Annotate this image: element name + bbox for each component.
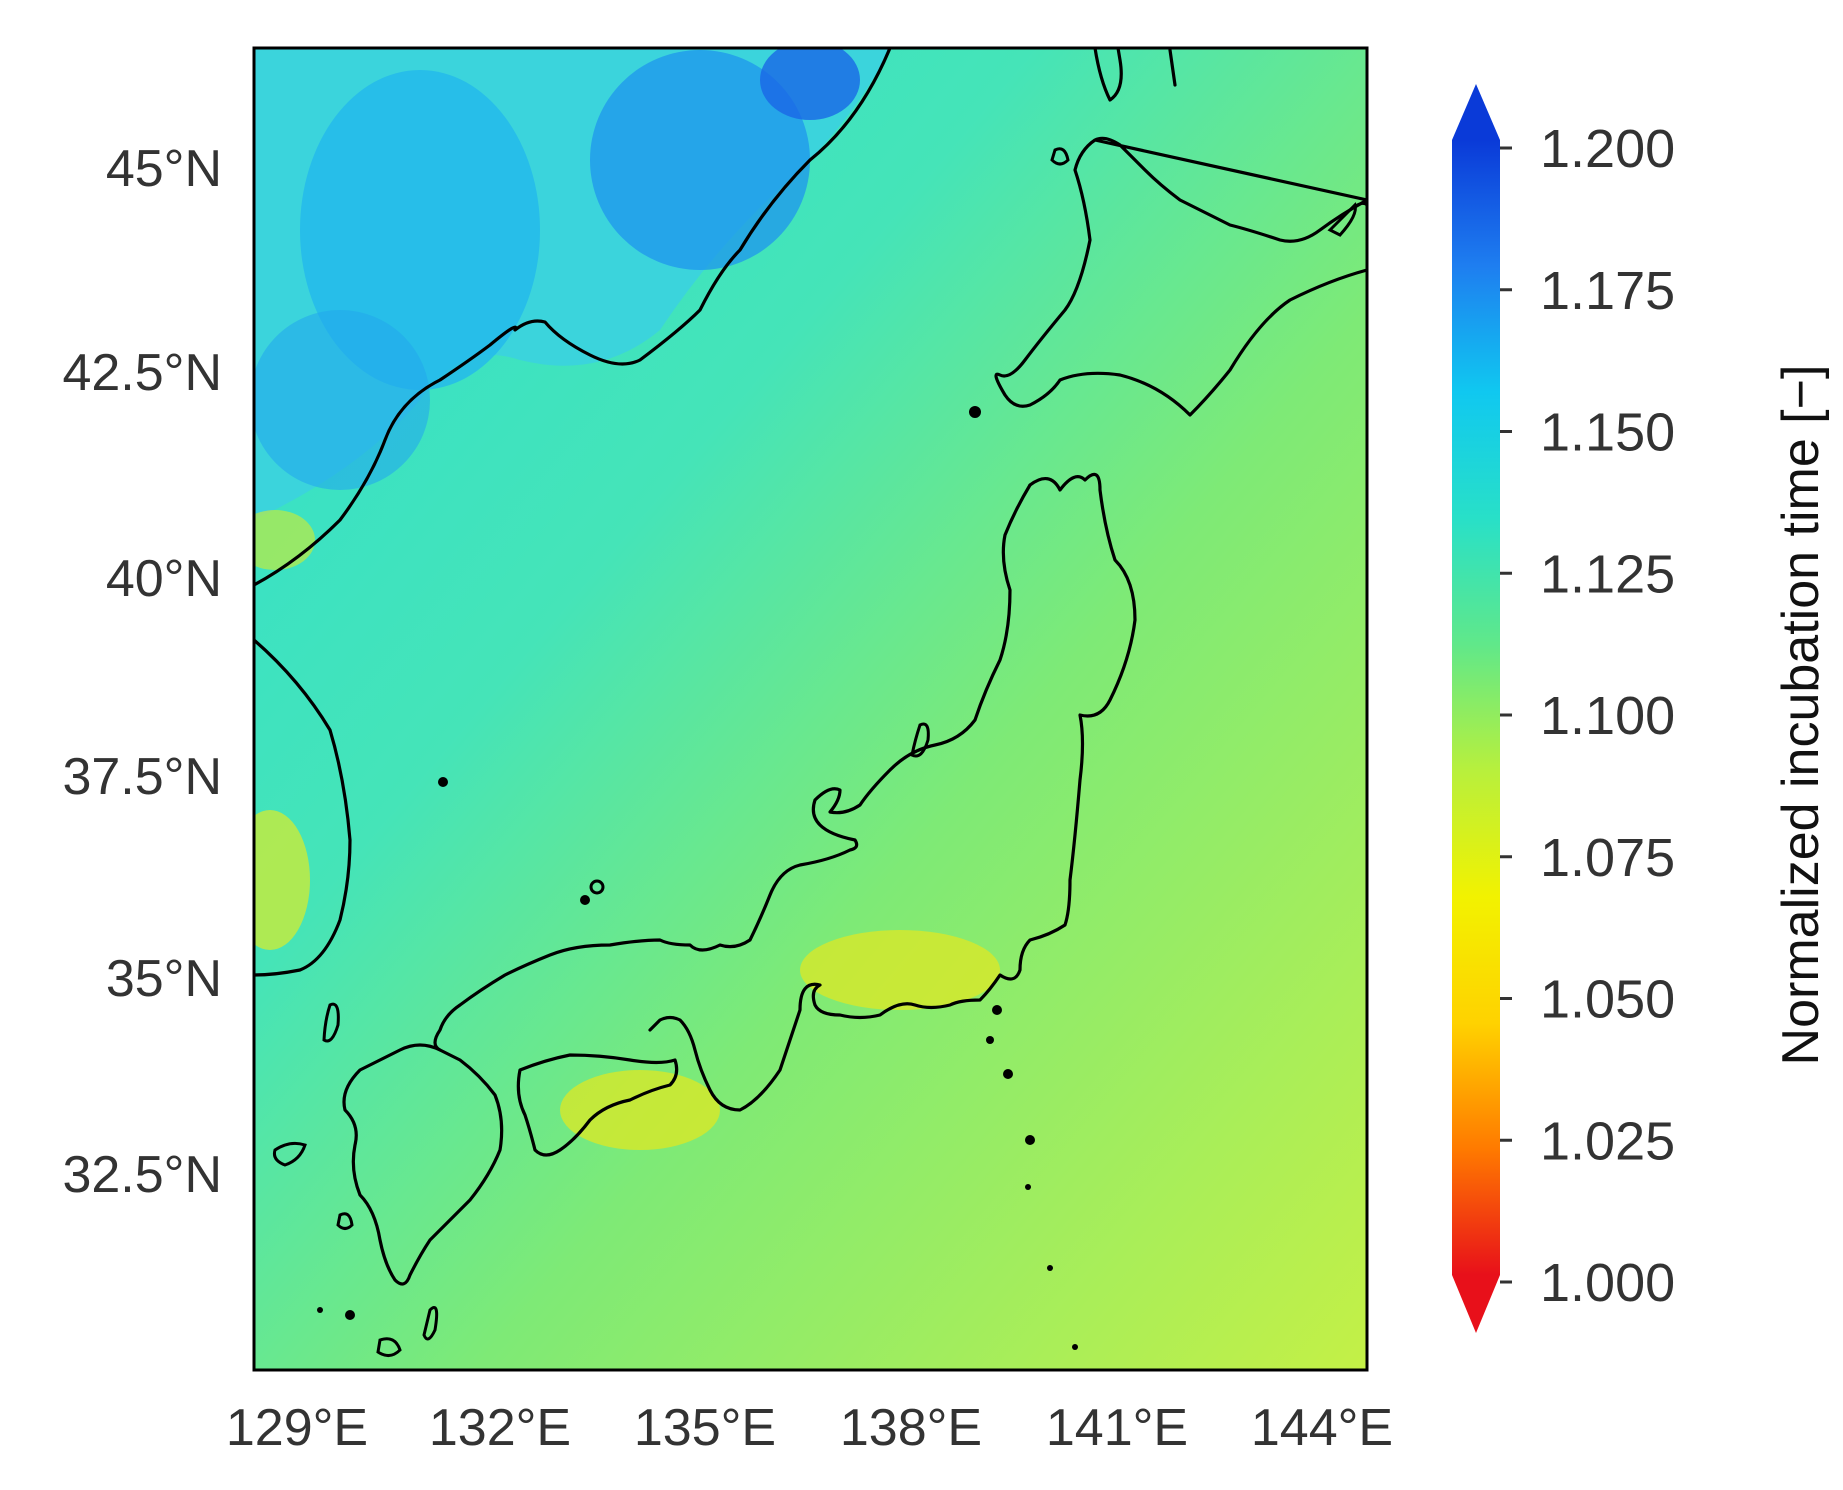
warm-pocket-tokai <box>800 930 1000 1010</box>
island-izu-5 <box>1072 1344 1078 1350</box>
coastline-sakhalin-tip <box>1168 48 1177 87</box>
island-oki <box>589 879 605 895</box>
warm-pocket-liaodong <box>254 510 315 570</box>
island-sado <box>910 722 930 758</box>
warm-pocket-korea <box>254 810 310 950</box>
coastline-shikoku <box>516 1053 679 1157</box>
coastline-mainland <box>254 48 892 587</box>
coastline-hokkaido <box>994 136 1367 417</box>
latitude-tick-label: 37.5°N <box>62 748 222 806</box>
longitude-tick-label: 144°E <box>1251 1399 1393 1457</box>
latitude-axis: 45°N 42.5°N 40°N 37.5°N 35°N 32.5°N <box>62 140 222 1204</box>
island-tanegashima <box>422 1306 439 1341</box>
island-ulleungdo <box>438 777 448 787</box>
coastline-kyushu <box>342 1043 504 1286</box>
island-tsushima <box>322 1002 340 1043</box>
longitude-tick-label: 135°E <box>634 1399 776 1457</box>
colorbar-extend-bottom <box>1452 1275 1500 1333</box>
colorbar-tick-label: 1.100 <box>1540 686 1675 746</box>
coastline-honshu-japan-sea <box>433 483 1032 1052</box>
colorbar-tick-label: 1.200 <box>1540 119 1675 179</box>
island-kyushu-south <box>317 1307 323 1313</box>
island-goto <box>273 1141 307 1167</box>
latitude-tick-label: 32.5°N <box>62 1146 222 1204</box>
longitude-tick-label: 141°E <box>1046 1399 1188 1457</box>
longitude-tick-label: 138°E <box>840 1399 982 1457</box>
latitude-tick-label: 35°N <box>106 950 222 1008</box>
latitude-tick-label: 42.5°N <box>62 344 222 402</box>
warm-pocket-kii <box>560 1070 720 1150</box>
longitude-tick-label: 129°E <box>226 1399 368 1457</box>
island-hachijojima <box>1025 1135 1035 1145</box>
island-izu-2 <box>1003 1069 1013 1079</box>
island-yakushima <box>376 1337 402 1357</box>
colorbar-tick-label: 1.000 <box>1540 1253 1675 1313</box>
island-izu-4 <box>1047 1265 1053 1271</box>
island-rishiri <box>1050 147 1070 166</box>
colorbar-body <box>1452 140 1500 1275</box>
island-oki-small <box>580 895 590 905</box>
colorbar-extend-top <box>1452 84 1500 140</box>
island-kunashiri <box>1327 202 1357 237</box>
island-okushiri <box>969 406 981 418</box>
map-frame <box>252 46 1369 1372</box>
island-izu-oshima <box>992 1005 1002 1015</box>
longitude-axis: 129°E 132°E 135°E 138°E 141°E 144°E <box>226 1399 1393 1457</box>
latitude-tick-label: 45°N <box>106 140 222 198</box>
cold-core-4 <box>760 48 860 120</box>
latitude-tick-label: 40°N <box>106 550 222 608</box>
cold-core-1 <box>300 70 540 390</box>
island-kyushu-south-2 <box>345 1310 355 1320</box>
cold-core-2 <box>590 50 810 270</box>
colorbar-title: Normalized incubation time [−] <box>1772 365 1830 1066</box>
island-izu-1 <box>986 1036 994 1044</box>
colorbar-tick-label: 1.150 <box>1540 403 1675 463</box>
colorbar: 1.200 1.175 1.150 1.125 1.100 1.075 1.050 1.025… <box>1452 84 1830 1333</box>
island-izu-3 <box>1025 1184 1031 1190</box>
colorbar-tick-label: 1.050 <box>1540 970 1675 1030</box>
colorbar-tick-label: 1.175 <box>1540 261 1675 321</box>
colorbar-tick-label: 1.125 <box>1540 544 1675 604</box>
coastline-korea <box>254 638 352 977</box>
coastline-sakhalin <box>1093 48 1123 102</box>
coastline-honshu <box>648 472 1137 1112</box>
map-panel <box>254 48 1367 1370</box>
colorbar-ticks: 1.200 1.175 1.150 1.125 1.100 1.075 1.050 1.025… <box>1500 119 1675 1313</box>
longitude-tick-label: 132°E <box>429 1399 571 1457</box>
island-koshikijima <box>336 1212 354 1230</box>
cold-core-3 <box>254 310 430 490</box>
colorbar-tick-label: 1.025 <box>1540 1111 1675 1171</box>
colorbar-tick-label: 1.075 <box>1540 828 1675 888</box>
